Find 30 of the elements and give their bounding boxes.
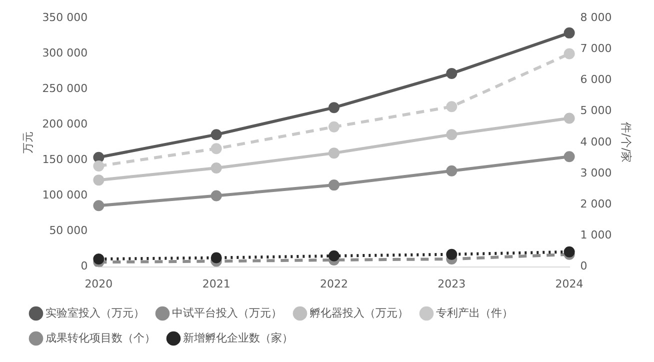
y-tick-label: 50 000 [49,224,88,238]
y-tick-label: 150 000 [42,153,88,166]
y2-tick-label: 6 000 [580,73,612,86]
y2-axis-title: 件/个/家 [620,122,633,163]
y-axis-title: 万元 [21,131,34,154]
legend-label: 中试平台投入（万元） [172,306,282,320]
y2-tick-label: 2 000 [580,197,612,210]
y2-tick-label: 4 000 [580,135,612,148]
y2-tick-label: 3 000 [580,166,612,180]
legend-label: 成果转化项目数（个） [46,331,156,344]
y2-tick-label: 7 000 [580,42,612,55]
y-tick-label: 0 [80,260,88,273]
y2-tick-label: 8 000 [580,10,612,24]
legend-label: 实验室投入（万元） [46,306,144,320]
x-tick-label: 2024 [555,277,584,290]
y-tick-label: 350 000 [42,10,88,24]
y2-tick-label: 0 [580,260,588,273]
x-tick-label: 2021 [202,277,230,290]
legend-label: 专利产出（件） [436,306,513,320]
x-tick-label: 2022 [320,277,348,290]
y-tick-label: 250 000 [42,82,88,95]
y2-tick-label: 1 000 [580,228,612,242]
legend-label: 孵化器投入（万元） [310,306,408,320]
y-tick-label: 300 000 [42,46,88,60]
x-tick-label: 2020 [84,277,113,290]
y-tick-label: 200 000 [42,117,88,130]
legend-label: 新增孵化企业数（家） [183,331,293,344]
y-tick-label: 100 000 [42,188,88,202]
x-tick-label: 2023 [438,277,466,290]
y2-tick-label: 5 000 [580,104,612,118]
